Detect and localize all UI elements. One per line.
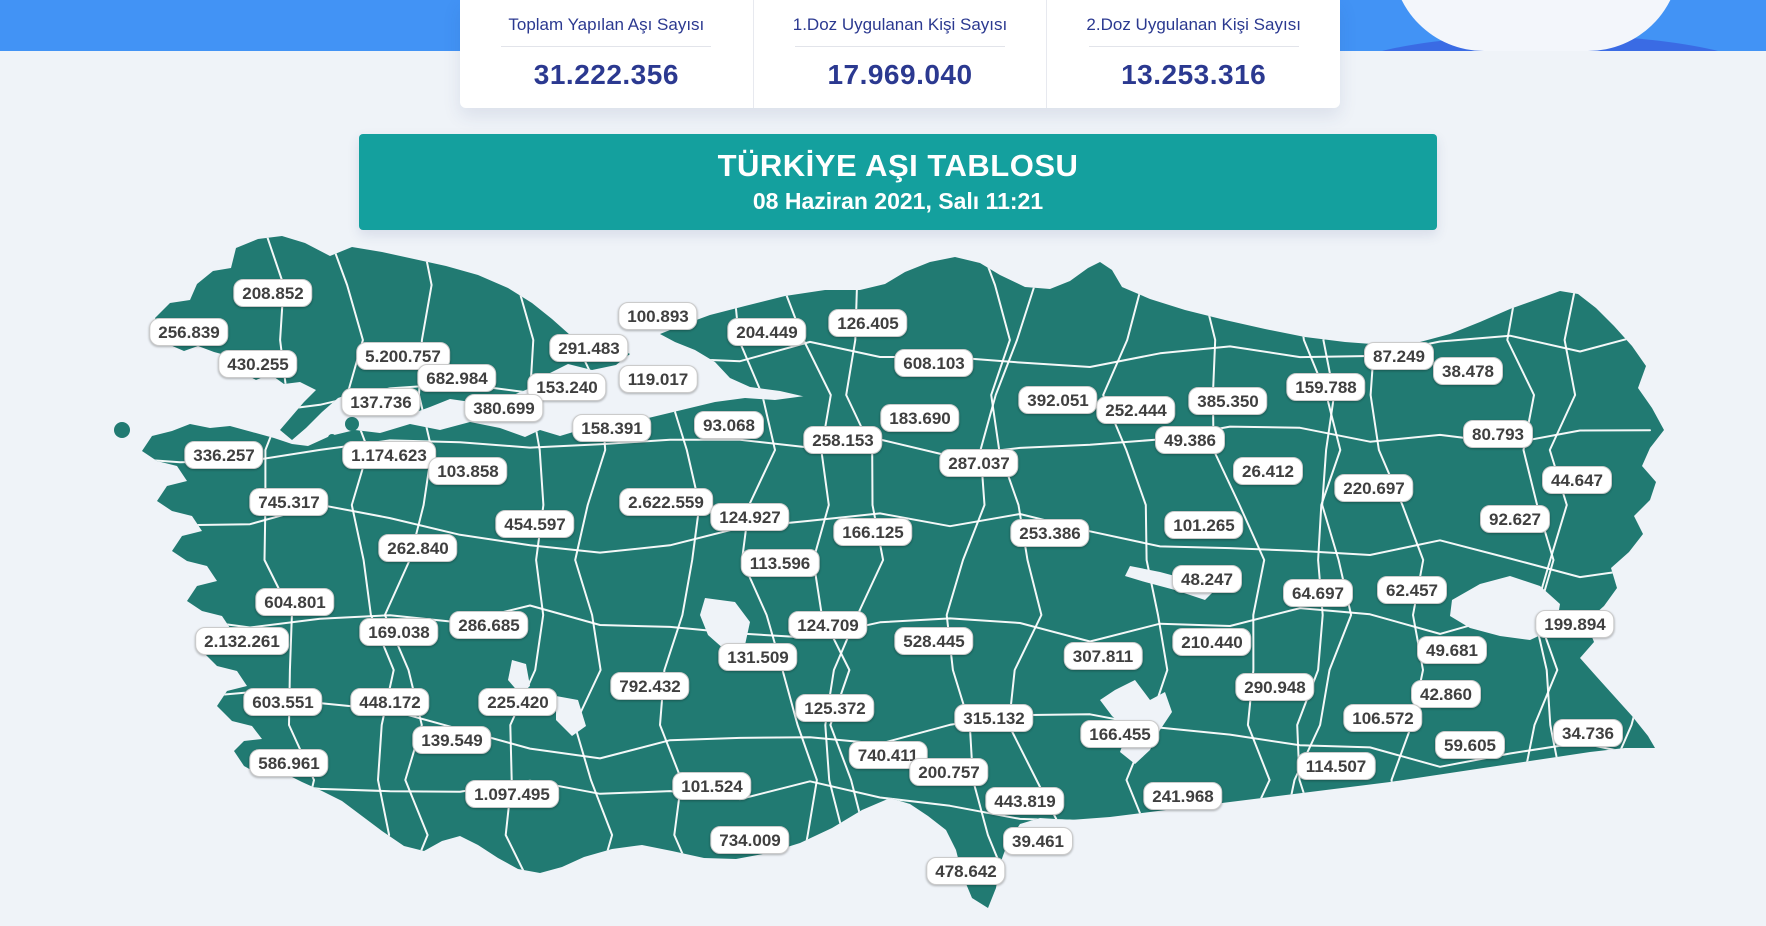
banner-title: TÜRKİYE AŞI TABLOSU — [717, 147, 1079, 183]
thrace-landmass — [155, 236, 630, 440]
stat-divider-line — [501, 46, 712, 47]
stat-label: 1.Doz Uygulanan Kişi Sayısı — [792, 15, 1008, 34]
stat-first-dose: 1.Doz Uygulanan Kişi Sayısı 17.969.040 — [752, 0, 1047, 108]
stat-value: 31.222.356 — [533, 59, 679, 90]
stat-divider-line — [1088, 46, 1299, 47]
stat-label: 2.Doz Uygulanan Kişi Sayısı — [1086, 15, 1301, 34]
stat-total-vaccines: Toplam Yapılan Aşı Sayısı 31.222.356 — [460, 0, 753, 108]
vaccine-table-banner: TÜRKİYE AŞI TABLOSU 08 Haziran 2021, Sal… — [359, 134, 1437, 230]
island — [345, 417, 359, 431]
stat-divider-line — [795, 46, 1005, 47]
stat-value: 17.969.040 — [827, 59, 973, 90]
anatolia-landmass — [142, 257, 1664, 908]
island — [328, 434, 336, 442]
island — [114, 422, 130, 438]
stat-value: 13.253.316 — [1121, 59, 1267, 90]
vaccine-stats-card: Toplam Yapılan Aşı Sayısı 31.222.356 1.D… — [460, 0, 1340, 108]
banner-datetime: 08 Haziran 2021, Salı 11:21 — [752, 188, 1044, 215]
stat-second-dose: 2.Doz Uygulanan Kişi Sayısı 13.253.316 — [1046, 0, 1340, 108]
stat-label: Toplam Yapılan Aşı Sayısı — [508, 15, 705, 34]
